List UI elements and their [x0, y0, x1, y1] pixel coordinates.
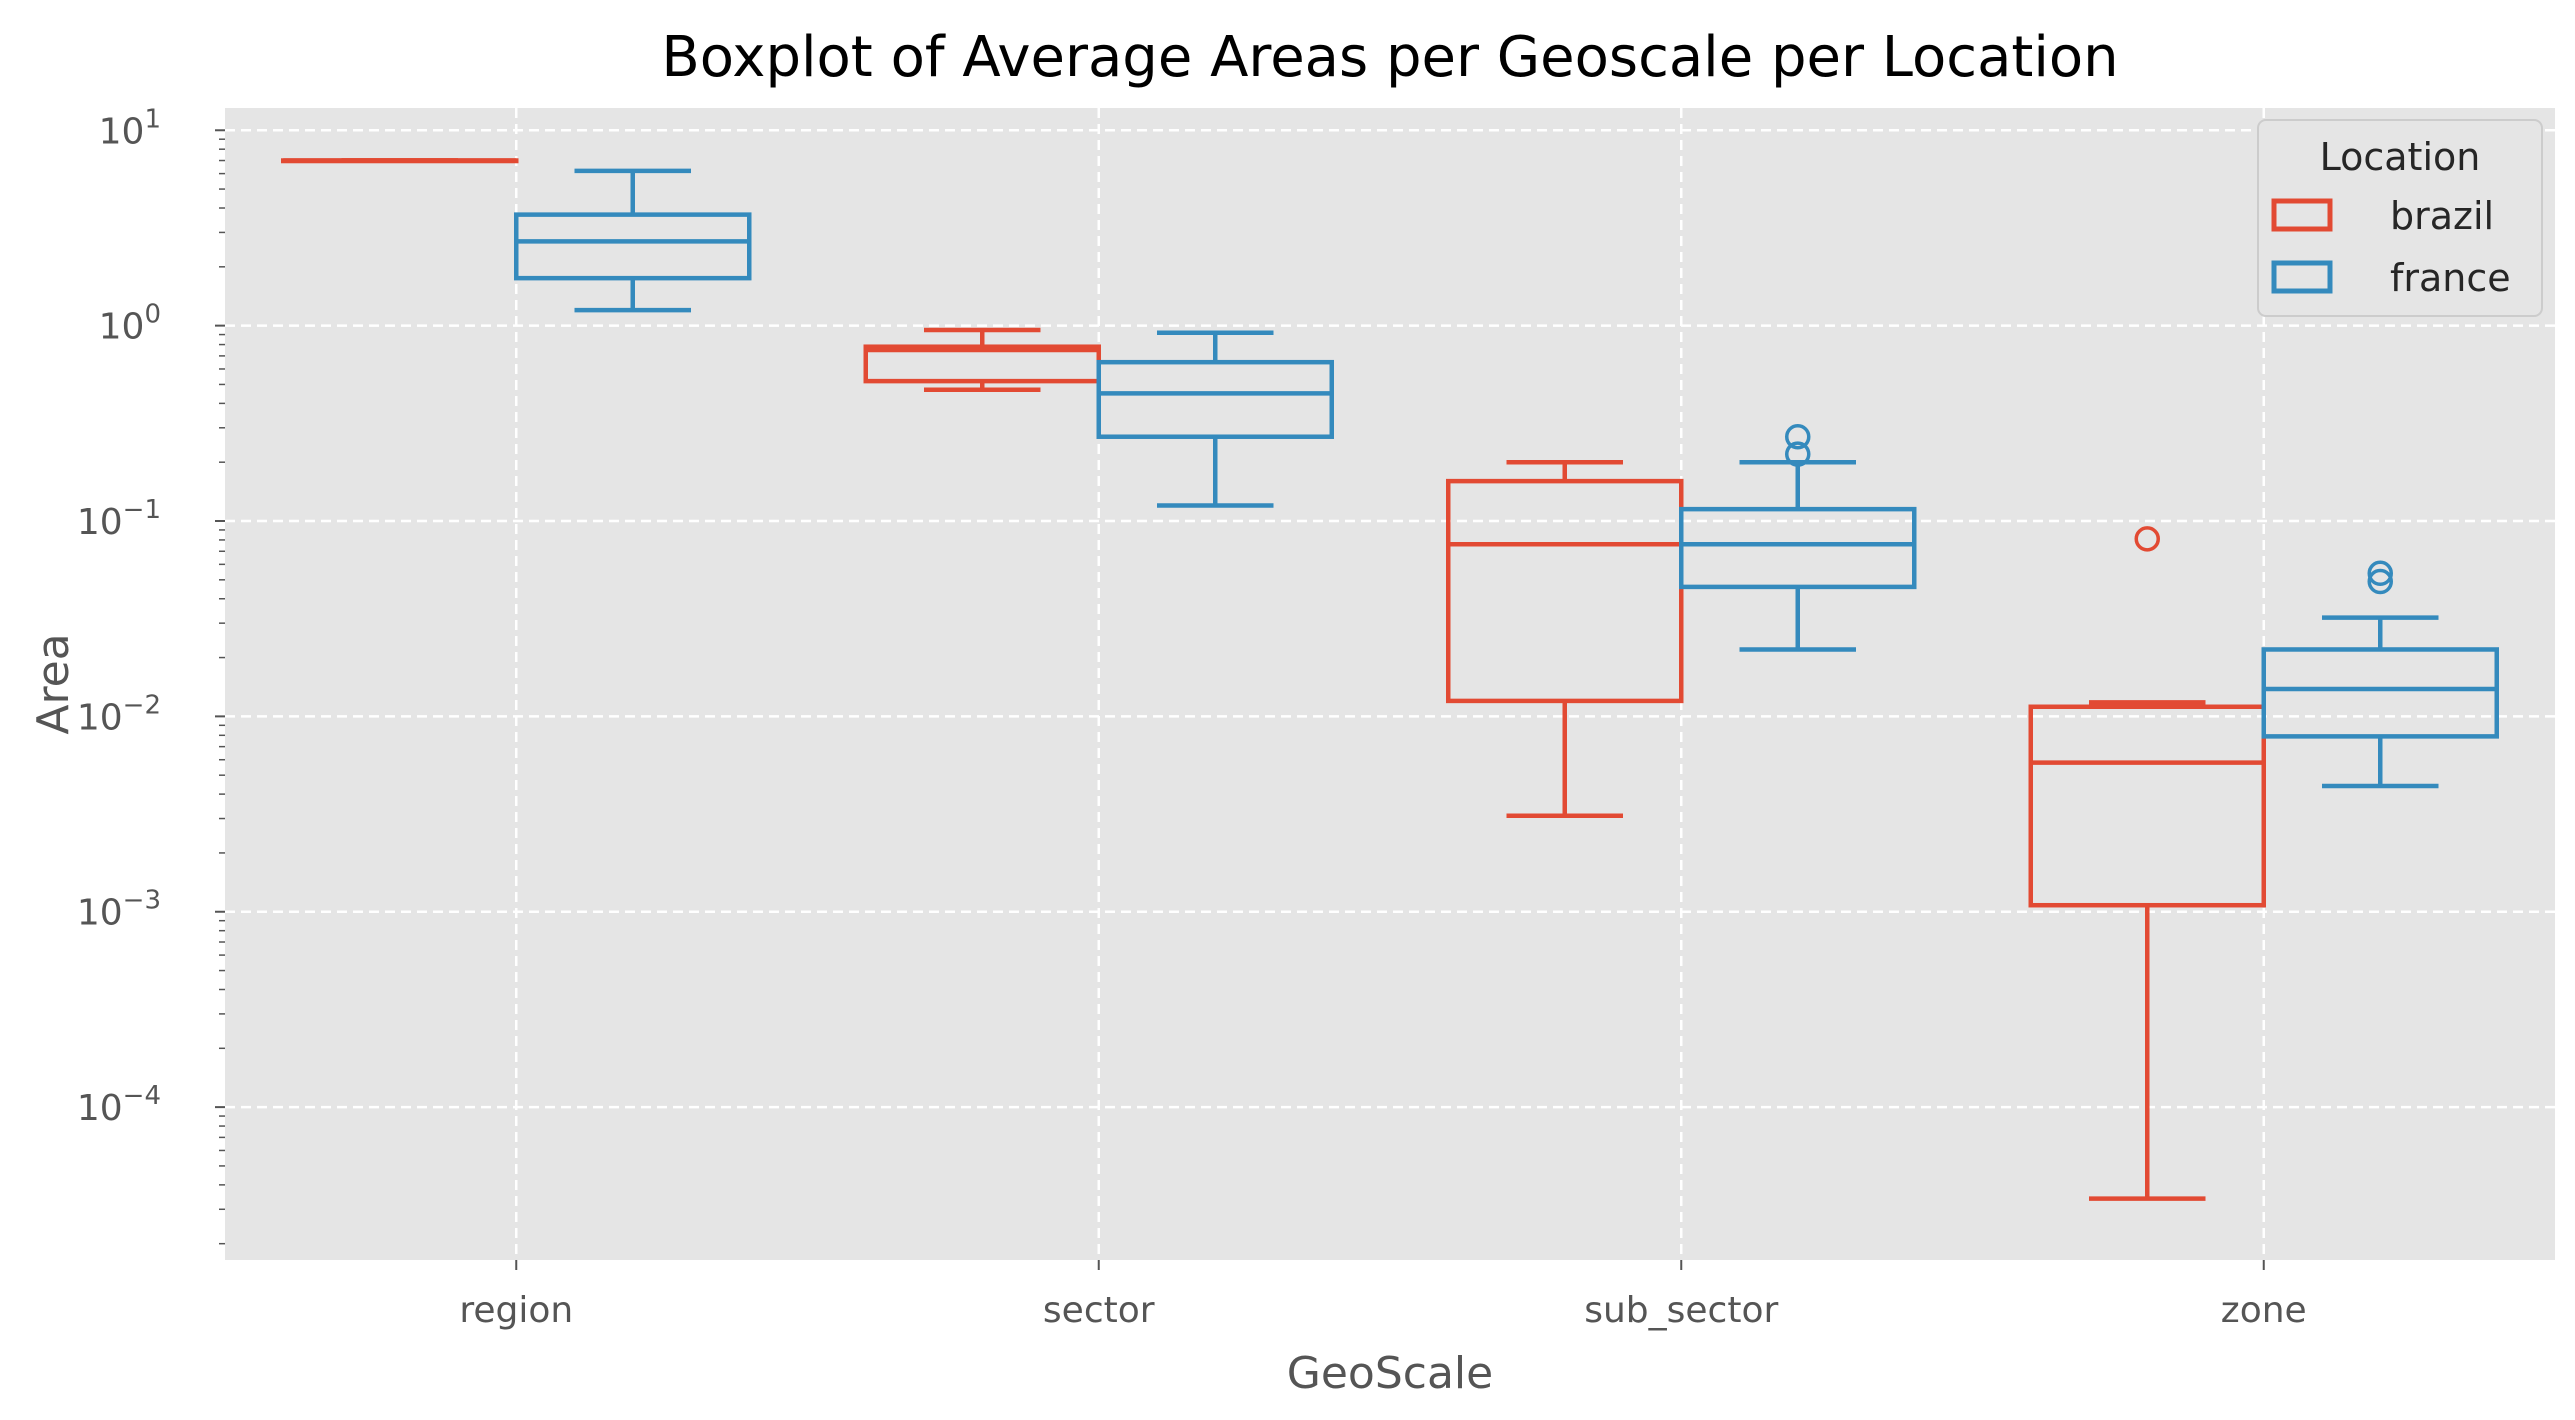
legend-label-france: france: [2390, 256, 2511, 300]
legend-label-brazil: brazil: [2390, 194, 2494, 238]
y-tick-label: 10−1: [77, 495, 161, 543]
plot-area: [225, 108, 2555, 1260]
box-iqr: [2028, 704, 2266, 908]
axis-ticks: region sector sub_sector zone 10−4 10−3 10−2 10…: [77, 104, 2307, 1331]
legend: Location brazil france: [2257, 119, 2543, 317]
box-flier: [2134, 526, 2160, 552]
x-tick-label: sub_sector: [1584, 1290, 1778, 1331]
y-tick-label: 10−3: [77, 886, 161, 934]
box-flier: [2367, 560, 2393, 587]
box-iqr: [514, 212, 752, 281]
chart-title: Boxplot of Average Areas per Geoscale pe…: [661, 25, 2118, 90]
box-flier: [2367, 568, 2393, 595]
legend-swatch-france: [2271, 260, 2333, 294]
box-iqr: [1679, 506, 1917, 590]
y-tick-label: 10−4: [77, 1081, 161, 1129]
grid-lines: [225, 108, 2555, 1260]
box-flier: [1785, 441, 1811, 467]
box-flier: [1785, 423, 1811, 450]
x-axis-label: GeoScale: [1287, 1348, 1493, 1399]
y-tick-label: 100: [99, 300, 161, 348]
x-tick-label: sector: [1043, 1290, 1155, 1331]
y-tick-label: 10−2: [77, 690, 161, 738]
box-iqr: [1096, 359, 1334, 439]
y-axis-label: Area: [28, 633, 79, 734]
x-tick-label: zone: [2221, 1290, 2307, 1331]
legend-swatch-brazil: [2271, 198, 2333, 232]
x-tick-label: region: [459, 1290, 573, 1331]
box-iqr: [2261, 647, 2499, 739]
y-tick-label: 101: [99, 104, 161, 152]
box-iqr: [1446, 478, 1684, 704]
box-series: [281, 158, 2499, 1201]
legend-title: Location: [2320, 135, 2481, 179]
